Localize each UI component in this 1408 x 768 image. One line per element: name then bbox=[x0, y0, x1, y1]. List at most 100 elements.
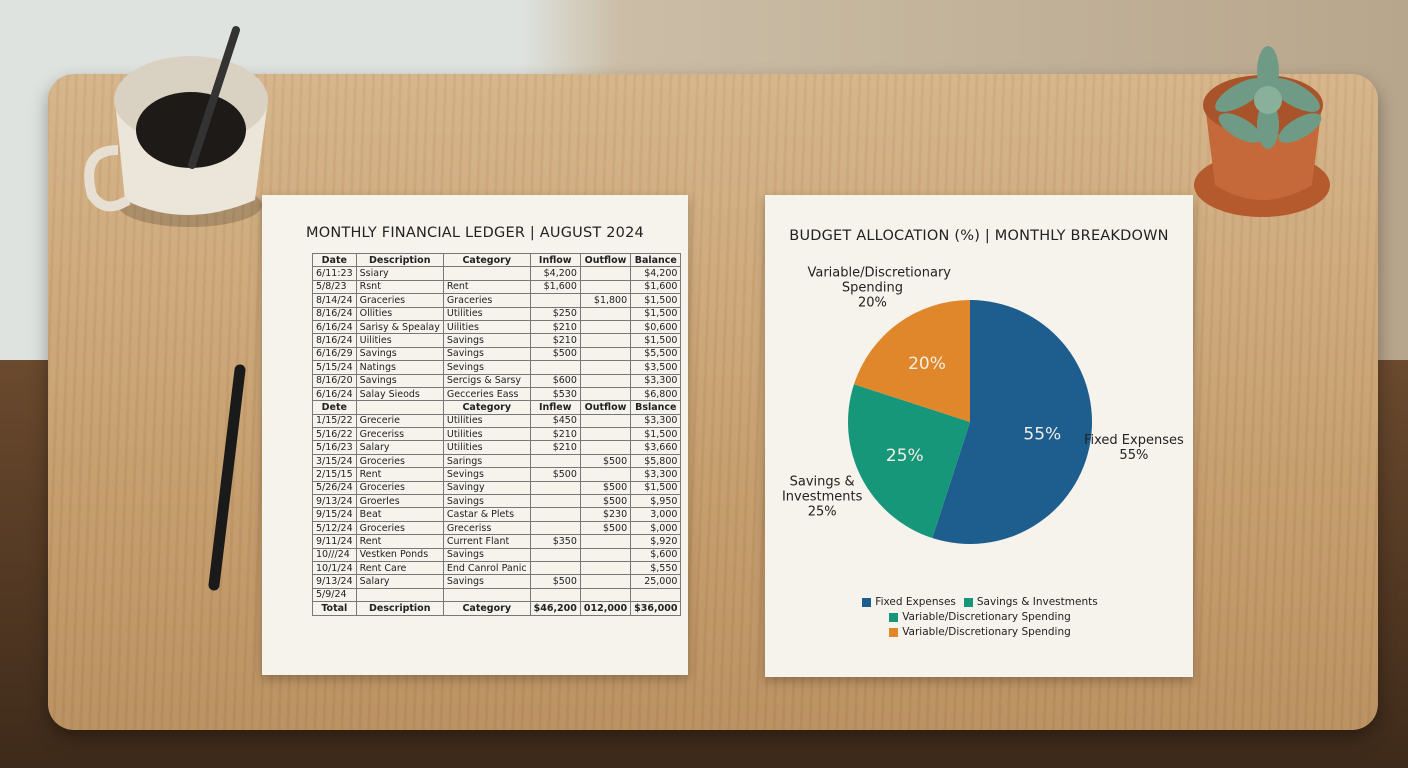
ledger-row: Dete Category Inflew Outflow Bslance bbox=[312, 400, 682, 415]
ledger-cell bbox=[579, 319, 632, 335]
ledger-paper: MONTHLY FINANCIAL LEDGER | AUGUST 2024 D… bbox=[262, 195, 688, 675]
mug-handle bbox=[84, 145, 131, 212]
outer-label-name: Fixed Expenses bbox=[1083, 432, 1184, 448]
ledger-cell: $3,300 bbox=[630, 413, 682, 429]
ledger-row: 3/15/24 Groceries Sarings $500 $5,800 bbox=[312, 453, 682, 469]
ledger-row: 5/9/24 bbox=[312, 587, 682, 603]
ledger-cell: 9/13/24 bbox=[312, 494, 357, 509]
ledger-cell: 3,000 bbox=[630, 507, 682, 522]
ledger-cell: $36,000 bbox=[630, 601, 682, 616]
ledger-cell: Savings bbox=[442, 547, 531, 562]
ledger-cell: $600 bbox=[529, 373, 581, 388]
ledger-cell: $3,300 bbox=[630, 373, 682, 388]
ledger-cell: Grecerie bbox=[355, 413, 444, 429]
ledger-cell bbox=[355, 400, 444, 415]
legend-item: Fixed Expenses bbox=[862, 596, 956, 608]
ledger-cell: 10///24 bbox=[312, 547, 357, 562]
ledger-cell bbox=[355, 587, 444, 603]
ledger-cell: Salary bbox=[355, 440, 444, 455]
ledger-cell: 3/15/24 bbox=[312, 453, 357, 469]
ledger-row: 10///24 Vestken Ponds Savings $,600 bbox=[312, 547, 682, 562]
legend-swatch bbox=[889, 612, 899, 622]
legend-item: Savings & Investments bbox=[963, 596, 1098, 608]
ledger-cell: Utilities bbox=[442, 440, 531, 455]
ledger-cell: Uilities bbox=[355, 333, 444, 348]
outer-label-name: Variable/Discretionary Spending bbox=[807, 265, 951, 296]
ledger-cell: 6/16/24 bbox=[312, 386, 357, 402]
ledger-cell: $1,600 bbox=[630, 279, 682, 295]
ledger-row: 5/26/24 Groceries Savingy $500 $1,500 bbox=[312, 480, 682, 496]
ledger-cell: $1,500 bbox=[630, 480, 682, 496]
ledger-cell: 012,000 bbox=[579, 601, 632, 616]
ledger-cell: 5/16/23 bbox=[312, 440, 357, 455]
legend-swatch bbox=[889, 627, 899, 637]
outer-label-value: 55% bbox=[1119, 447, 1149, 463]
ledger-cell: $210 bbox=[529, 440, 581, 455]
chart-title: BUDGET ALLOCATION (%) | MONTHLY BREAKDOW… bbox=[789, 228, 1169, 244]
ledger-cell: Description bbox=[355, 601, 444, 616]
ledger-cell: Salay Sieods bbox=[355, 386, 444, 402]
ledger-cell: $1,500 bbox=[630, 333, 682, 348]
ledger-row: 6/16/24 Salay Sieods Gecceries Eass $530 $6,… bbox=[312, 386, 682, 402]
slice-label: 20% bbox=[908, 354, 946, 374]
ledger-cell: Graceries bbox=[442, 293, 531, 308]
ledger-cell: $4,200 bbox=[630, 266, 682, 281]
ledger-cell: Dete bbox=[312, 400, 357, 415]
legend-label: Fixed Expenses bbox=[875, 596, 956, 608]
outer-label-value: 20% bbox=[858, 295, 887, 311]
ledger-cell bbox=[529, 520, 581, 536]
ledger-cell: $230 bbox=[579, 507, 632, 522]
ledger-cell: 9/13/24 bbox=[312, 574, 357, 589]
ledger-cell: Greceriss bbox=[355, 427, 444, 442]
ledger-cell bbox=[529, 480, 581, 496]
ledger-cell: 5/12/24 bbox=[312, 520, 357, 536]
ledger-row: 6/16/24 Sarisy & Spealay Uilities $210 $0,60… bbox=[312, 319, 682, 335]
ledger-cell: $500 bbox=[579, 480, 632, 496]
ledger-cell: $,000 bbox=[630, 520, 682, 536]
ledger-cell: $,600 bbox=[630, 547, 682, 562]
ledger-cell: Salary bbox=[355, 574, 444, 589]
ledger-cell: Outflow bbox=[579, 252, 632, 268]
ledger-row: 1/15/22 Grecerie Utilities $450 $3,300 bbox=[312, 413, 682, 429]
ledger-cell bbox=[442, 266, 531, 281]
legend: Fixed Expenses Savings & Investments Varia… bbox=[795, 596, 1165, 638]
ledger-cell: $46,200 bbox=[529, 601, 581, 616]
legend-label: Savings & Investments bbox=[976, 596, 1098, 608]
ledger-cell: Savings bbox=[442, 346, 531, 362]
ledger-cell: $3,500 bbox=[630, 360, 682, 375]
ledger-cell bbox=[579, 413, 632, 429]
ledger-cell: 25,000 bbox=[630, 574, 682, 589]
ledger-cell: Utilities bbox=[442, 427, 531, 442]
ledger-cell: $,950 bbox=[630, 494, 682, 509]
ledger-cell: Utilities bbox=[442, 413, 531, 429]
ledger-cell: 8/16/24 bbox=[312, 306, 357, 321]
ledger-cell bbox=[579, 266, 632, 281]
legend-swatch bbox=[963, 597, 973, 607]
ledger-cell: $1,500 bbox=[630, 293, 682, 308]
ledger-cell: 2/15/15 bbox=[312, 467, 357, 482]
ledger-row: Date Description Category Inflow Outflow Bala… bbox=[312, 252, 682, 268]
ledger-cell: Castar & Plets bbox=[442, 507, 531, 522]
ledger-title: MONTHLY FINANCIAL LEDGER | AUGUST 2024 bbox=[306, 225, 644, 241]
ledger-cell bbox=[529, 547, 581, 562]
pie-slice bbox=[932, 300, 1092, 544]
ledger-cell: $5,800 bbox=[630, 453, 682, 469]
ledger-cell: $1,500 bbox=[630, 306, 682, 321]
ledger-cell: Sercigs & Sarsy bbox=[442, 373, 531, 388]
ledger-cell: Description bbox=[355, 252, 444, 268]
ledger-cell: $500 bbox=[579, 494, 632, 509]
ledger-cell: Ollities bbox=[355, 306, 444, 321]
ledger-row: 2/15/15 Rent Sevings $500 $3,300 bbox=[312, 467, 682, 482]
ledger-cell: Rent bbox=[355, 534, 444, 549]
ledger-cell: Category bbox=[442, 601, 531, 616]
ledger-row: Total Description Category $46,200 012,000 $3… bbox=[312, 601, 682, 616]
ledger-cell: $210 bbox=[529, 319, 581, 335]
ledger-cell bbox=[529, 587, 581, 603]
legend-item: Variable/Discretionary Spending bbox=[889, 626, 1071, 638]
ledger-cell: Rent bbox=[355, 467, 444, 482]
ledger-cell bbox=[579, 574, 632, 589]
ledger-cell: $4,200 bbox=[529, 266, 581, 281]
ledger-table: Date Description Category Inflow Outflow Bala… bbox=[312, 252, 682, 616]
ledger-cell: Category bbox=[442, 400, 531, 415]
